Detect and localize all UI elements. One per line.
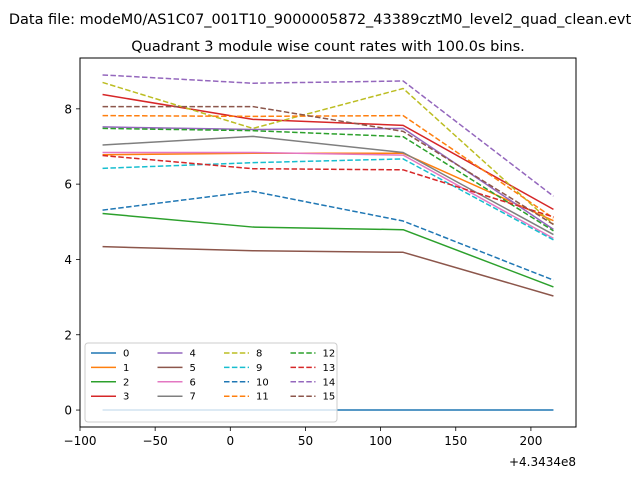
legend-label-8: 8 <box>256 349 262 360</box>
x-tick-label: 50 <box>298 434 313 448</box>
series-line-6 <box>102 151 554 240</box>
legend-label-10: 10 <box>256 377 269 388</box>
series-line-4 <box>102 126 554 230</box>
legend-label-15: 15 <box>323 392 336 403</box>
y-tick-label: 4 <box>64 253 72 267</box>
x-tick-label: 100 <box>369 434 392 448</box>
y-tick-label: 0 <box>64 404 72 418</box>
x-tick-label: 0 <box>226 434 234 448</box>
series-line-11 <box>102 114 554 219</box>
axes-frame <box>79 57 577 428</box>
x-offset-label: +4.3434e8 <box>509 455 576 469</box>
legend-label-11: 11 <box>256 392 269 403</box>
figure-suptitle: Data file: modeM0/AS1C07_001T10_90000058… <box>9 12 632 28</box>
legend-label-12: 12 <box>323 349 336 360</box>
series-line-10 <box>102 190 554 281</box>
y-tick-label: 6 <box>64 178 72 192</box>
legend-label-0: 0 <box>123 349 129 360</box>
series-line-9 <box>102 158 554 241</box>
series-line-2 <box>102 212 554 288</box>
legend-label-14: 14 <box>323 377 336 388</box>
legend-label-5: 5 <box>190 363 196 374</box>
series-line-5 <box>102 245 554 297</box>
legend-label-9: 9 <box>256 363 262 374</box>
y-tick-label: 2 <box>64 328 72 342</box>
series-line-13 <box>102 154 554 218</box>
series-line-15 <box>102 105 554 226</box>
legend-label-7: 7 <box>190 392 196 403</box>
legend-label-4: 4 <box>190 349 196 360</box>
chart-title: Quadrant 3 module wise count rates with … <box>131 39 525 55</box>
series-line-12 <box>102 127 554 232</box>
legend-label-13: 13 <box>323 363 336 374</box>
legend-label-2: 2 <box>123 377 129 388</box>
y-axis: 0 2 4 6 8 <box>64 102 80 418</box>
series-line-14 <box>102 74 554 197</box>
legend-label-6: 6 <box>190 377 196 388</box>
x-tick-label: 150 <box>444 434 467 448</box>
series-line-8 <box>102 81 554 225</box>
x-tick-label: −100 <box>64 434 97 448</box>
y-tick-label: 8 <box>64 102 72 116</box>
legend-label-1: 1 <box>123 363 129 374</box>
legend-box <box>84 342 338 423</box>
plot-area <box>102 74 554 411</box>
x-tick-label: 200 <box>519 434 542 448</box>
x-axis: −100 −50 0 50 100 150 200 <box>64 427 542 448</box>
legend-label-3: 3 <box>123 392 129 403</box>
x-tick-label: −50 <box>142 434 167 448</box>
